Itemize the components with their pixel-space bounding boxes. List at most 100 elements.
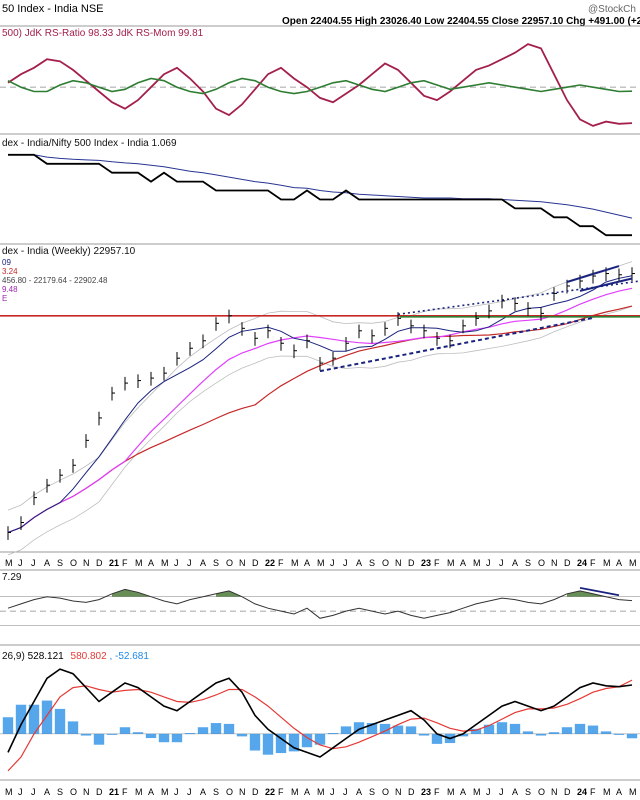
x-tick-label: O — [538, 787, 545, 797]
x-tick-label: A — [304, 787, 310, 797]
x-tick-label: J — [499, 558, 504, 568]
x-tick-label: N — [239, 787, 246, 797]
macd-histogram-bar — [93, 733, 105, 745]
x-tick-label: J — [330, 787, 335, 797]
rsi-overbought-fill — [112, 589, 125, 597]
macd-histogram-bar — [223, 723, 235, 734]
macd-legend-signal: 580.802 — [71, 651, 108, 662]
x-axis-lower: M J J A S O N D 21 F M A M J J A S O N D 22 F M A M J J A S O N D 23 F M A M… — [5, 787, 637, 797]
macd-histogram-bar — [405, 726, 417, 734]
x-tick-label: A — [200, 787, 206, 797]
x-tick-label: A — [460, 787, 466, 797]
x-tick-label: A — [616, 787, 622, 797]
x-tick-label: D — [564, 787, 571, 797]
x-tick-label: M — [317, 558, 325, 568]
macd-histogram-bar — [574, 723, 586, 734]
x-tick-label: O — [382, 558, 389, 568]
x-tick-label: D — [252, 558, 259, 568]
x-tick-label: A — [356, 558, 362, 568]
x-tick-label: M — [473, 558, 481, 568]
x-tick-label: 24 — [577, 787, 587, 797]
x-tick-label: M — [603, 787, 611, 797]
x-tick-label: N — [551, 558, 558, 568]
x-tick-label: J — [343, 558, 348, 568]
x-tick-label: A — [148, 787, 154, 797]
macd-legend-sep: , — [109, 651, 115, 662]
x-tick-label: N — [83, 787, 90, 797]
macd-histogram-bar — [158, 733, 170, 743]
x-tick-label: 21 — [109, 558, 119, 568]
macd-histogram-bar — [145, 733, 157, 739]
dotted-upper-trendline — [397, 280, 640, 316]
x-tick-label: 23 — [421, 558, 431, 568]
macd-histogram-bar — [54, 708, 66, 734]
x-tick-label: S — [213, 787, 219, 797]
x-tick-label: A — [512, 787, 518, 797]
x-tick-label: N — [239, 558, 246, 568]
x-tick-label: S — [369, 558, 375, 568]
macd-histogram-bar — [184, 733, 196, 735]
x-tick-label: M — [629, 787, 637, 797]
x-tick-label: M — [135, 787, 143, 797]
macd-histogram-bar — [470, 728, 482, 734]
price-legend-line: 09 — [2, 258, 11, 267]
ma-medium — [7, 287, 633, 534]
x-tick-label: J — [486, 787, 491, 797]
macd-histogram-bar — [314, 733, 326, 745]
ohlc-readout: Open 22404.55 High 23026.40 Low 22404.55… — [282, 16, 640, 27]
x-tick-label: A — [356, 787, 362, 797]
x-tick-label: J — [499, 787, 504, 797]
x-tick-label: 23 — [421, 787, 431, 797]
price-panel: dex - India (Weekly) 22957.10 093.24456.… — [0, 246, 640, 556]
macd-histogram-bar — [522, 731, 534, 734]
x-tick-label: 21 — [109, 787, 119, 797]
x-tick-label: A — [304, 558, 310, 568]
x-tick-label: M — [473, 787, 481, 797]
x-tick-label: M — [5, 787, 13, 797]
x-tick-label: J — [18, 787, 23, 797]
x-tick-label: N — [83, 558, 90, 568]
x-tick-label: J — [31, 787, 36, 797]
x-tick-label: N — [395, 787, 402, 797]
x-tick-label: A — [44, 558, 50, 568]
x-tick-label: O — [70, 558, 77, 568]
macd-histogram-bar — [431, 733, 443, 744]
macd-histogram-bar — [262, 733, 274, 755]
rsi-overbought-fill — [567, 590, 580, 597]
macd-histogram-bar — [535, 733, 547, 736]
chart-title: 50 Index - India NSE — [2, 3, 104, 15]
rs-mom-line — [7, 77, 633, 95]
x-tick-label: M — [135, 558, 143, 568]
rsi-overbought-fill — [125, 589, 138, 597]
x-tick-label: D — [96, 558, 103, 568]
x-tick-label: J — [486, 558, 491, 568]
stockcharts-watermark: @StockCh — [588, 4, 636, 15]
x-tick-label: F — [590, 558, 596, 568]
macd-legend-prefix: 26,9) — [2, 651, 28, 662]
x-tick-label: A — [460, 558, 466, 568]
macd-histogram-bar — [418, 733, 430, 736]
x-tick-label: A — [512, 558, 518, 568]
rsi-divergence-line — [579, 587, 620, 597]
dotted-support-trendline — [319, 316, 594, 373]
x-tick-label: M — [291, 787, 299, 797]
x-tick-label: 22 — [265, 558, 275, 568]
macd-histogram-bar — [80, 733, 92, 736]
ratio-panel: dex - India/Nifty 500 Index - India 1.06… — [0, 138, 640, 245]
x-tick-label: M — [629, 558, 637, 568]
x-tick-label: M — [447, 558, 455, 568]
x-tick-label: F — [434, 787, 440, 797]
x-tick-label: M — [161, 787, 169, 797]
macd-histogram-bar — [509, 723, 521, 734]
macd-legend-hist: -52.681 — [115, 651, 149, 662]
rsi-panel: 7.29 — [0, 569, 640, 646]
x-tick-label: D — [564, 558, 571, 568]
x-tick-label: J — [187, 787, 192, 797]
macd-histogram-bar — [327, 733, 339, 735]
x-axis-upper: M J J A S O N D 21 F M A M J J A S O N D 22 F M A M J J A S O N D 23 F M A M… — [5, 558, 637, 568]
macd-histogram-bar — [483, 724, 495, 734]
x-tick-label: F — [122, 558, 128, 568]
macd-histogram-bar — [67, 721, 79, 734]
relative-ratio-line — [8, 153, 632, 237]
rrg-legend: 500) JdK RS-Ratio 98.33 JdK RS-Mom 99.81 — [2, 28, 204, 39]
